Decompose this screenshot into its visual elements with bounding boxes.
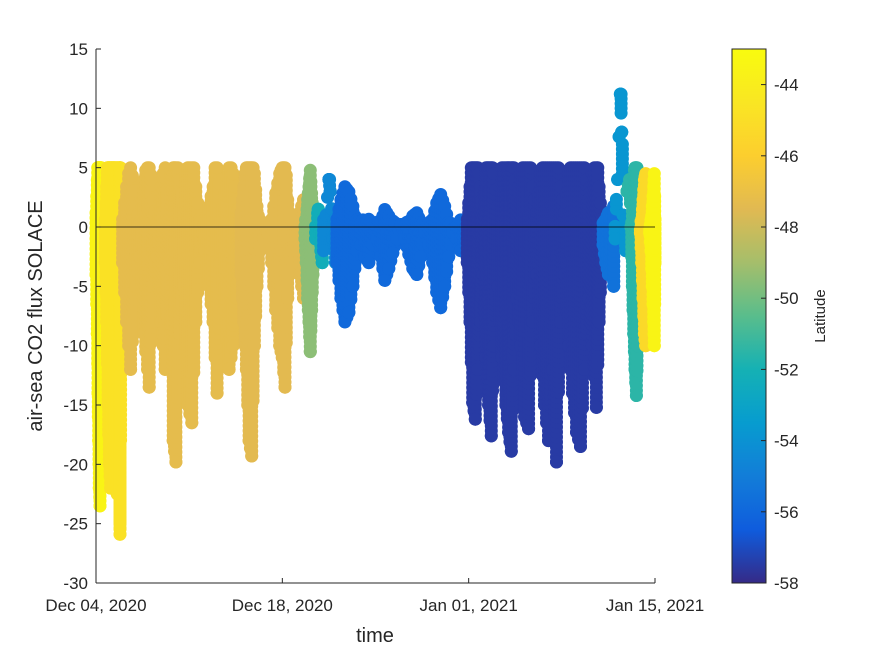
data-point: [226, 339, 240, 353]
data-point: [245, 449, 259, 463]
data-point: [249, 183, 263, 197]
data-point: [250, 279, 264, 293]
data-point: [279, 168, 293, 182]
data-point: [247, 339, 261, 353]
data-point: [226, 167, 240, 181]
data-point: [281, 291, 295, 305]
data-point: [187, 161, 201, 175]
data-point: [247, 167, 261, 181]
data-point: [169, 455, 183, 469]
data-point: [144, 168, 158, 182]
data-point: [113, 527, 127, 541]
data-point: [125, 169, 139, 183]
data-point: [210, 386, 224, 400]
scatter-points: [89, 87, 662, 541]
data-point: [185, 416, 199, 430]
data-point: [189, 315, 203, 329]
data-point: [222, 362, 236, 376]
data-point: [124, 362, 138, 376]
data-point: [189, 180, 203, 194]
data-point: [281, 193, 295, 207]
data-point: [142, 380, 156, 394]
data-point: [278, 380, 292, 394]
data-point: [93, 499, 107, 513]
data-point: [191, 196, 205, 210]
data-point: [210, 161, 224, 175]
plot-area: [89, 87, 662, 541]
